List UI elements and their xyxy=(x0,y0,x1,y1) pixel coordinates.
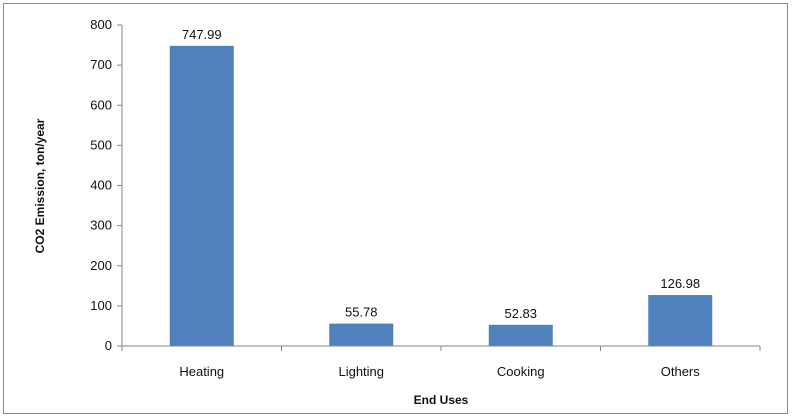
y-tick-label: 700 xyxy=(90,57,112,72)
x-tick-label-lighting: Lighting xyxy=(338,364,384,379)
x-tick-label-cooking: Cooking xyxy=(497,364,545,379)
y-tick-label: 800 xyxy=(90,17,112,32)
y-axis-title: CO2 Emission, ton/year xyxy=(33,118,47,253)
bars-layer xyxy=(169,45,713,346)
y-tick-label: 100 xyxy=(90,298,112,313)
bar-others xyxy=(648,295,713,346)
y-tick-label: 500 xyxy=(90,137,112,152)
data-label-lighting: 55.78 xyxy=(345,305,378,320)
bar-lighting xyxy=(329,323,394,346)
bar-heating xyxy=(169,45,234,346)
x-tick-label-others: Others xyxy=(661,364,701,379)
x-axis-title: End Uses xyxy=(414,393,469,407)
labels-layer: 0 100 200 300 400 500 600 700 800 747.99 Heating 55… xyxy=(90,17,700,379)
x-tick-label-heating: Heating xyxy=(179,364,224,379)
data-label-cooking: 52.83 xyxy=(504,306,537,321)
y-tick-label: 0 xyxy=(105,338,112,353)
y-tick-label: 200 xyxy=(90,258,112,273)
data-label-heating: 747.99 xyxy=(182,27,222,42)
bar-cooking xyxy=(488,324,553,346)
data-label-others: 126.98 xyxy=(660,276,700,291)
axes-layer xyxy=(117,24,761,351)
y-tick-label: 400 xyxy=(90,178,112,193)
y-tick-label: 600 xyxy=(90,97,112,112)
y-tick-label: 300 xyxy=(90,218,112,233)
